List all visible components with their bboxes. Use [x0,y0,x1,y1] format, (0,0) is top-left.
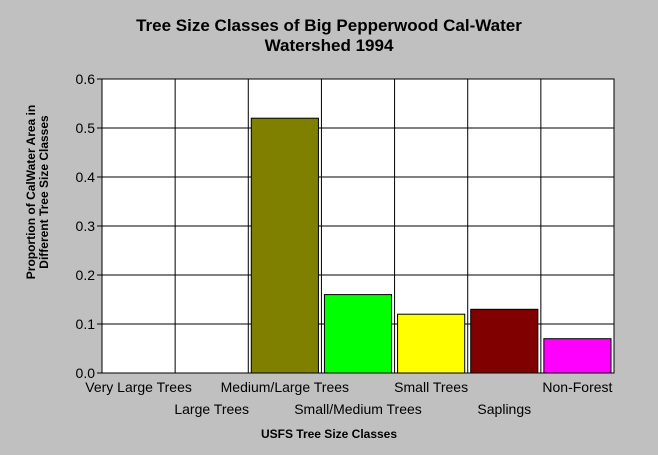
chart-title-line-2: Watershed 1994 [264,36,394,55]
bar [250,117,319,374]
bar [470,308,539,374]
bar [397,313,466,374]
y-tick-label: 0.5 [76,120,96,136]
bar [323,294,393,374]
y-tick-label: 0.4 [76,169,96,185]
x-tick-label: Saplings [477,401,531,417]
x-tick-label: Large Trees [174,401,249,417]
y-tick-label: 0.3 [76,218,96,234]
y-tick-label: 0.1 [76,316,96,332]
x-axis-label: USFS Tree Size Classes [260,427,398,441]
y-tick-label: 0.6 [76,71,96,87]
chart-title-line-1: Tree Size Classes of Big Pepperwood Cal-… [136,16,522,35]
x-tick-label: Small Trees [394,379,468,395]
x-tick-label: Very Large Trees [85,379,192,395]
y-tick-label: 0.0 [76,365,96,381]
x-tick-label: Non-Forest [542,379,612,395]
x-tick-label: Small/Medium Trees [294,401,422,417]
y-tick-label: 0.2 [76,267,96,283]
chart-title: Tree Size Classes of Big Pepperwood Cal-… [0,16,658,56]
bar [543,338,612,374]
x-tick-label: Medium/Large Trees [221,379,349,395]
